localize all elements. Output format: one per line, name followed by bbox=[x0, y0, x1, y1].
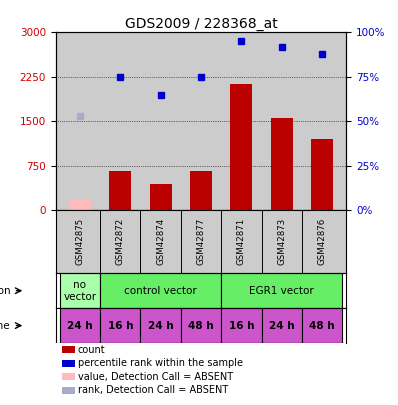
Text: time: time bbox=[0, 321, 11, 330]
Bar bbox=[60, 273, 100, 308]
Bar bbox=[100, 308, 140, 343]
Text: 48 h: 48 h bbox=[188, 321, 214, 330]
Text: infection: infection bbox=[0, 286, 11, 296]
Text: percentile rank within the sample: percentile rank within the sample bbox=[78, 358, 242, 368]
Bar bbox=[140, 308, 181, 343]
Bar bbox=[190, 171, 212, 210]
Text: GSM42872: GSM42872 bbox=[116, 218, 125, 265]
Bar bbox=[100, 273, 221, 308]
Bar bbox=[62, 387, 74, 394]
Text: GSM42875: GSM42875 bbox=[76, 218, 84, 265]
Text: no
vector: no vector bbox=[63, 280, 96, 301]
Bar bbox=[181, 308, 221, 343]
Title: GDS2009 / 228368_at: GDS2009 / 228368_at bbox=[125, 17, 277, 31]
Bar bbox=[221, 308, 261, 343]
Text: 16 h: 16 h bbox=[107, 321, 133, 330]
Bar bbox=[271, 117, 293, 210]
Text: value, Detection Call = ABSENT: value, Detection Call = ABSENT bbox=[78, 372, 233, 382]
Bar bbox=[221, 273, 342, 308]
Text: GSM42874: GSM42874 bbox=[156, 218, 165, 265]
Text: 48 h: 48 h bbox=[309, 321, 335, 330]
Text: control vector: control vector bbox=[124, 286, 197, 296]
Bar bbox=[150, 184, 172, 210]
Text: 24 h: 24 h bbox=[148, 321, 174, 330]
Text: GSM42877: GSM42877 bbox=[197, 218, 205, 265]
Bar bbox=[62, 360, 74, 367]
Text: 24 h: 24 h bbox=[269, 321, 295, 330]
Bar bbox=[62, 346, 74, 353]
Bar bbox=[109, 171, 131, 210]
Text: GSM42873: GSM42873 bbox=[277, 218, 286, 265]
Bar bbox=[60, 308, 100, 343]
Text: count: count bbox=[78, 345, 105, 355]
Bar bbox=[230, 84, 252, 210]
Bar bbox=[62, 373, 74, 380]
Text: 24 h: 24 h bbox=[67, 321, 93, 330]
Bar bbox=[69, 199, 91, 210]
Bar bbox=[302, 308, 342, 343]
Bar bbox=[311, 139, 333, 210]
Text: GSM42876: GSM42876 bbox=[318, 218, 326, 265]
Text: 16 h: 16 h bbox=[228, 321, 254, 330]
Text: rank, Detection Call = ABSENT: rank, Detection Call = ABSENT bbox=[78, 385, 228, 395]
Text: GSM42871: GSM42871 bbox=[237, 218, 246, 265]
Bar bbox=[261, 308, 302, 343]
Text: EGR1 vector: EGR1 vector bbox=[249, 286, 314, 296]
